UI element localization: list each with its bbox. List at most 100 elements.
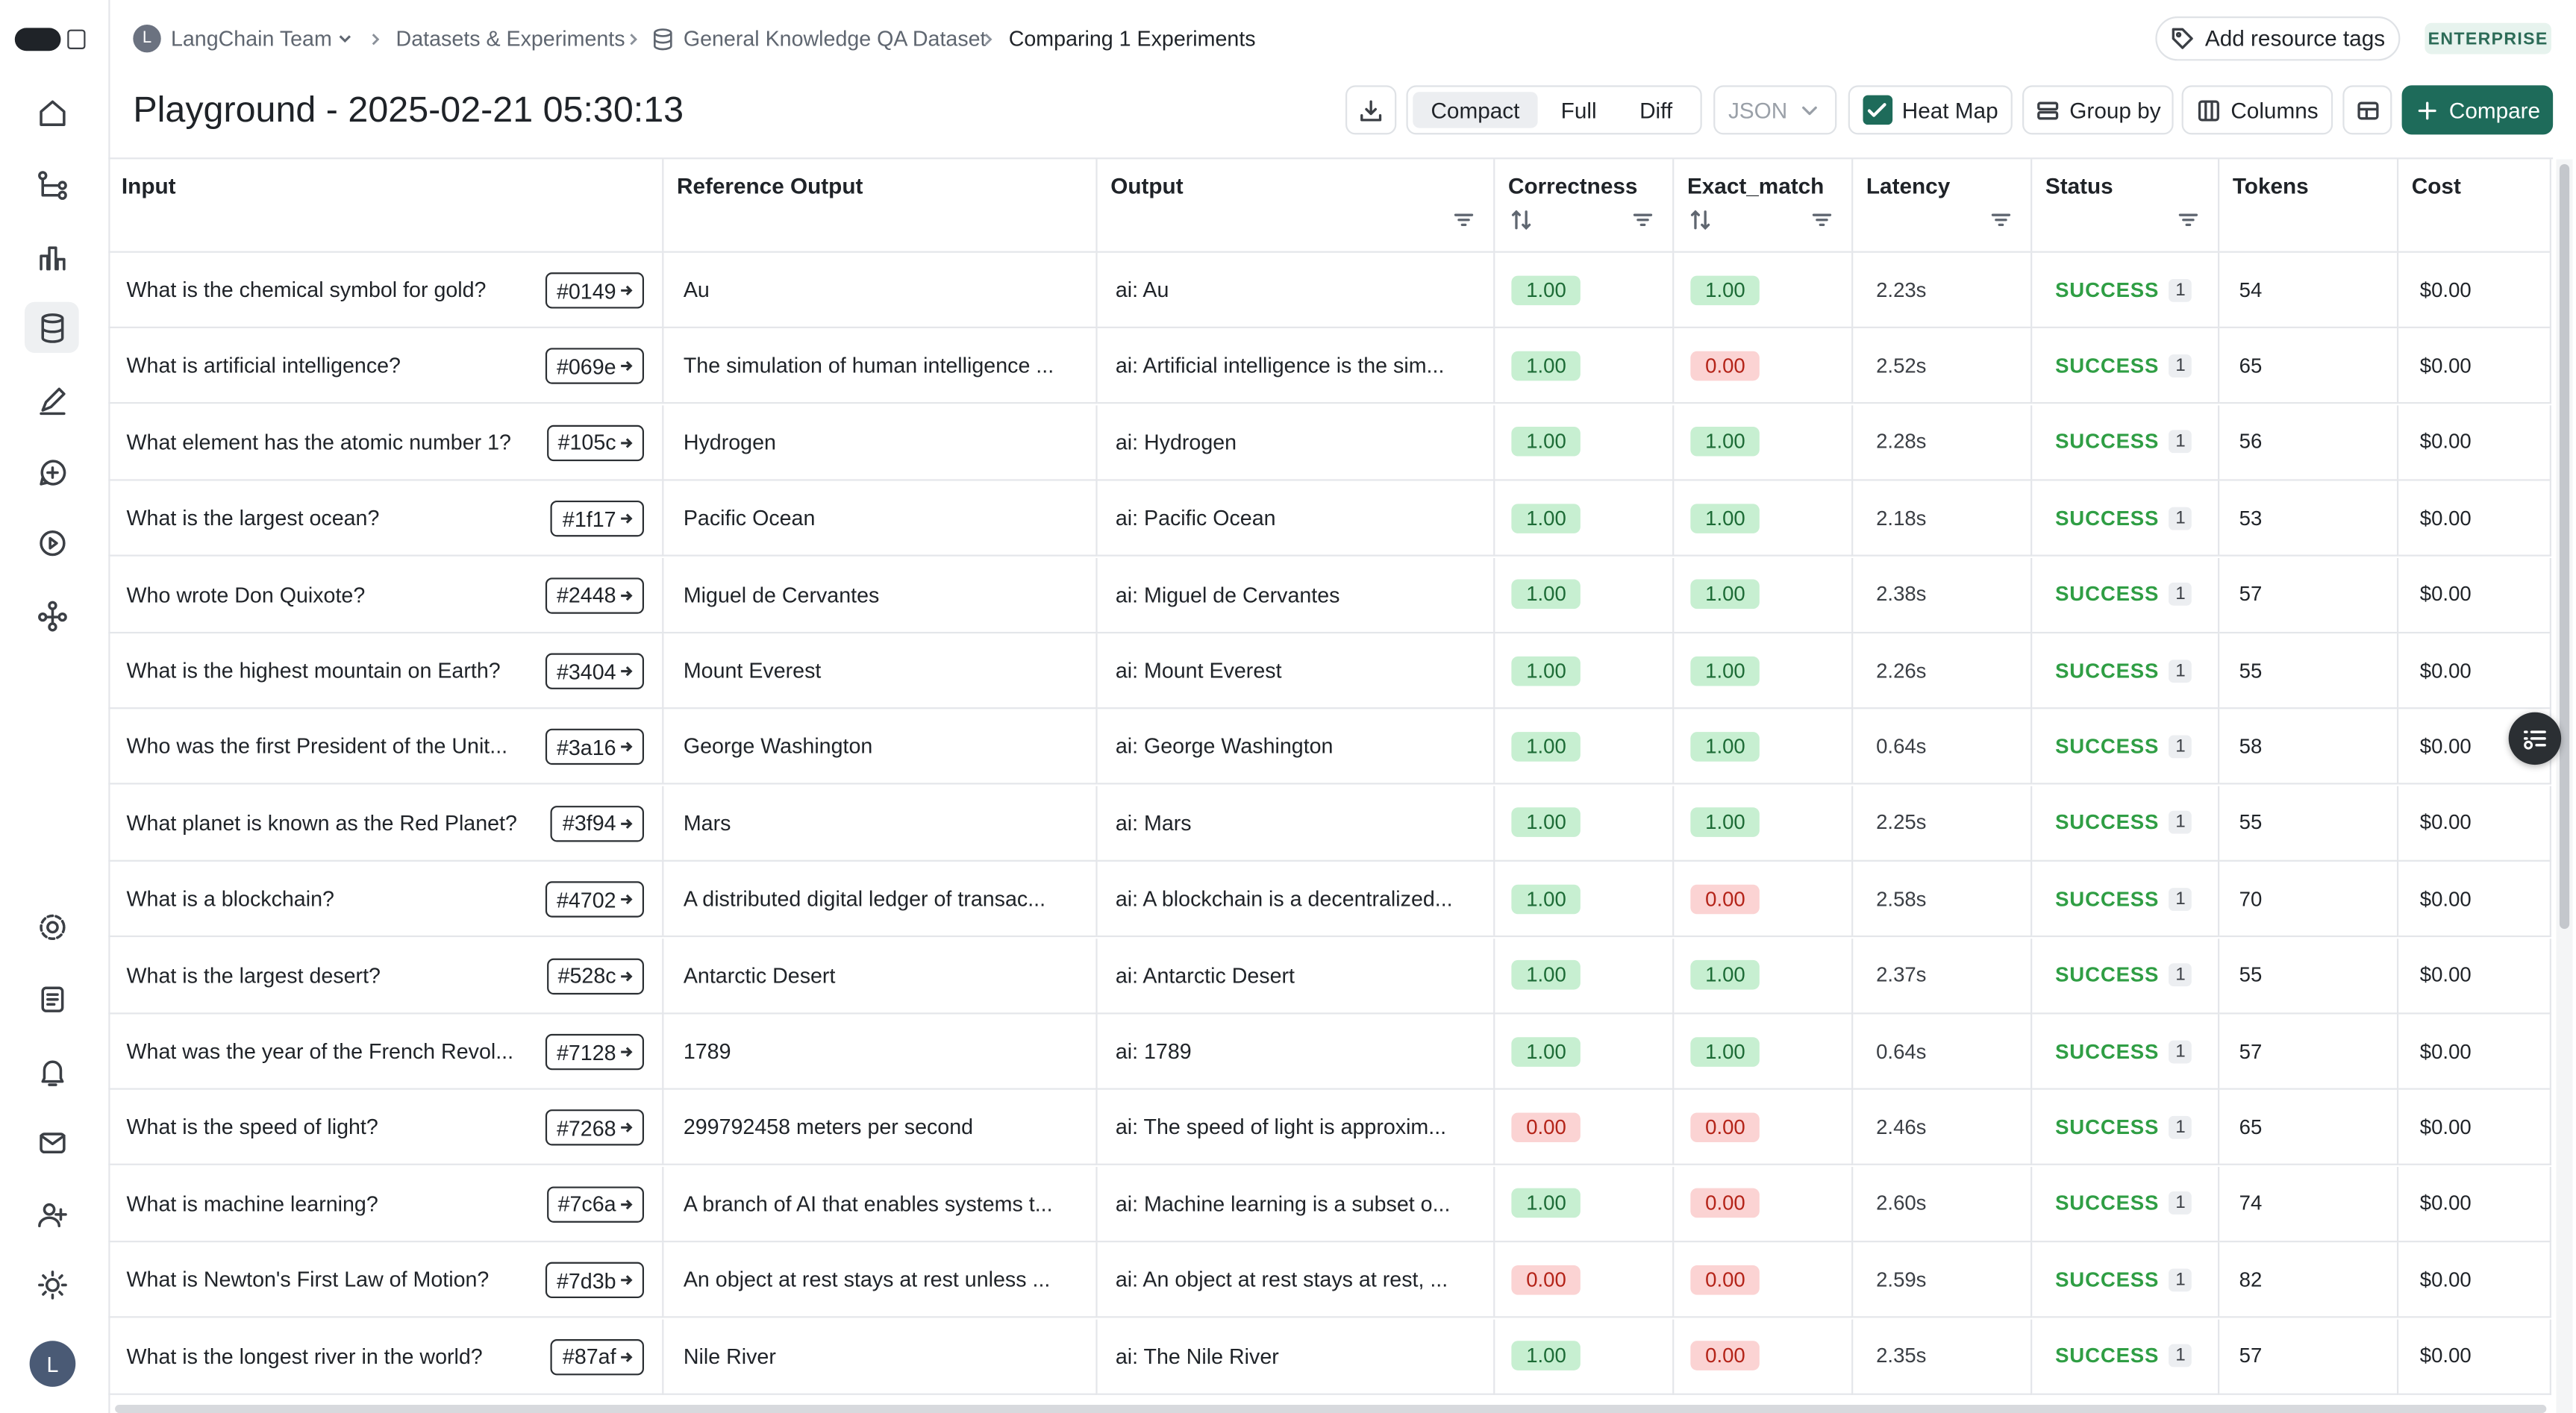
example-id[interactable]: #7d3b [545, 1262, 644, 1299]
example-id[interactable]: #105c [546, 424, 644, 461]
heat-map-toggle[interactable]: Heat Map [1848, 85, 2013, 135]
column-header[interactable]: Reference Output [663, 159, 1098, 251]
nav-prompts[interactable] [36, 457, 69, 489]
example-id[interactable]: #2448 [545, 577, 644, 613]
column-header[interactable]: Exact_match [1674, 159, 1854, 251]
status-text: SUCCESS [2055, 811, 2160, 835]
sort-icon[interactable] [1510, 208, 1533, 231]
table-cell: 1.00 [1495, 1318, 1675, 1394]
filter-icon[interactable] [1989, 208, 2013, 231]
table-cell: 1.00 [1674, 480, 1854, 557]
table-cell: 55 [2219, 633, 2399, 709]
table-cell: $0.00 [2398, 1242, 2551, 1318]
tokens-text: 55 [2239, 811, 2263, 835]
column-title: Correctness [1507, 174, 1638, 199]
example-id[interactable]: #7c6a [546, 1186, 644, 1223]
view-option-active[interactable]: Compact [1413, 92, 1538, 128]
input-text: What is Newton's First Law of Motion? [126, 1267, 490, 1292]
format-select[interactable]: JSON [1713, 85, 1837, 135]
nav-tracing[interactable] [36, 169, 69, 202]
example-id[interactable]: #7128 [545, 1033, 644, 1071]
column-header[interactable]: Output [1098, 159, 1495, 251]
nav-monitor[interactable] [36, 241, 69, 274]
nav-annotate[interactable] [36, 384, 69, 417]
nav-theme[interactable] [36, 1268, 69, 1301]
chevron-down[interactable] [337, 31, 353, 48]
example-id[interactable]: #87af [551, 1338, 644, 1375]
column-header[interactable]: Status [2032, 159, 2220, 251]
nav-docs[interactable] [36, 983, 69, 1016]
table-cell: What is a blockchain? #4702 [108, 862, 664, 938]
table-cell: 65 [2219, 1090, 2399, 1166]
nav-messages[interactable] [36, 1126, 69, 1159]
output-text: ai: Hydrogen [1115, 429, 1237, 454]
nav-deployments[interactable] [36, 527, 69, 560]
user-avatar[interactable]: L [29, 1341, 76, 1387]
group-by-button[interactable]: Group by [2022, 85, 2174, 135]
nav-graph[interactable] [36, 599, 69, 632]
column-header[interactable]: Correctness [1495, 159, 1675, 251]
example-id[interactable]: #3f94 [551, 805, 644, 842]
nav-settings[interactable] [36, 911, 69, 944]
layout-button[interactable] [2342, 85, 2392, 135]
floating-action-button[interactable] [2508, 712, 2562, 765]
filter-icon[interactable] [1810, 208, 1833, 231]
table-cell: 2.52s [1853, 328, 2033, 405]
view-option[interactable]: Full [1560, 97, 1597, 122]
cost-text: $0.00 [2419, 735, 2472, 759]
cost-text: $0.00 [2419, 1191, 2472, 1215]
nav-notifications[interactable] [36, 1055, 69, 1088]
cost-text: $0.00 [2419, 1268, 2472, 1291]
column-header[interactable]: Tokens [2219, 159, 2399, 251]
scrollbar-thumb[interactable] [2559, 163, 2570, 930]
example-id[interactable]: #069e [545, 348, 644, 385]
columns-button[interactable]: Columns [2181, 85, 2333, 135]
table-cell: SUCCESS 1 [2032, 1090, 2220, 1166]
example-id[interactable]: #7268 [545, 1109, 644, 1147]
nav-datasets[interactable] [36, 312, 69, 345]
nav-home[interactable] [36, 97, 69, 130]
add-tags-button[interactable]: Add resource tags [2155, 16, 2401, 61]
example-id[interactable]: #1f17 [551, 501, 644, 537]
input-text: What is the largest ocean? [126, 505, 380, 530]
view-option[interactable]: Diff [1639, 97, 1673, 122]
filter-icon[interactable] [2177, 208, 2200, 231]
sort-icon[interactable] [1689, 208, 1712, 231]
nav-invite[interactable] [36, 1198, 69, 1231]
collapse-toggle[interactable] [67, 29, 86, 49]
link-arrow [619, 589, 633, 602]
breadcrumb-link[interactable]: Datasets & Experiments [396, 26, 625, 51]
example-id[interactable]: #0149 [545, 272, 644, 309]
table-cell: 2.58s [1853, 862, 2033, 938]
table-cell: A distributed digital ledger of transac.… [663, 862, 1098, 938]
example-id[interactable]: #4702 [545, 881, 644, 918]
score-chip: 1.00 [1511, 884, 1581, 914]
filter-icon[interactable] [1631, 208, 1654, 231]
logo[interactable] [14, 28, 61, 51]
table-cell: Au [663, 252, 1098, 328]
score-chip: 0.00 [1690, 1341, 1760, 1371]
example-id[interactable]: #528c [546, 957, 644, 994]
column-header[interactable]: Input [108, 159, 664, 251]
table-cell: 1.00 [1495, 1166, 1675, 1242]
table-cell: What is the longest river in the world? #… [108, 1318, 664, 1394]
sidebar: L [0, 0, 110, 1413]
compare-button[interactable]: Compare [2401, 85, 2554, 135]
reference-text: Mars [683, 810, 731, 836]
filter-icon[interactable] [1452, 208, 1475, 231]
download-button[interactable] [1345, 85, 1397, 135]
input-text: What was the year of the French Revol... [126, 1038, 514, 1064]
example-id[interactable]: #3a16 [545, 729, 644, 765]
breadcrumb-link[interactable]: General Knowledge QA Dataset [683, 26, 987, 51]
column-header[interactable]: Cost [2398, 159, 2551, 251]
score-chip: 0.00 [1511, 1112, 1581, 1142]
workspace-name[interactable]: LangChain Team [170, 26, 332, 51]
example-id[interactable]: #3404 [545, 653, 644, 689]
table-cell: SUCCESS 1 [2032, 862, 2220, 938]
input-text: What is the highest mountain on Earth? [126, 658, 501, 683]
tokens-text: 53 [2239, 507, 2263, 530]
table-cell: The simulation of human intelligence ... [663, 328, 1098, 405]
column-header[interactable]: Latency [1853, 159, 2033, 251]
horizontal-scrollbar[interactable] [115, 1405, 2547, 1413]
table-cell: 1.00 [1495, 862, 1675, 938]
